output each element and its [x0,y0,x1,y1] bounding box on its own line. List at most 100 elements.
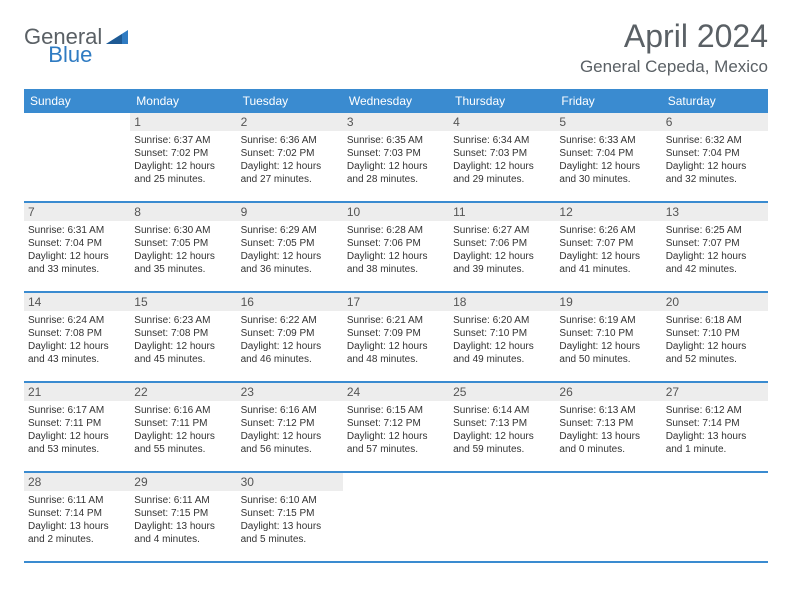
day-number: 22 [130,383,236,401]
daylight-text: Daylight: 12 hours and 38 minutes. [347,250,445,276]
sunrise-text: Sunrise: 6:19 AM [559,314,657,327]
daylight-text: Daylight: 12 hours and 36 minutes. [241,250,339,276]
logo-triangle-icon [106,26,130,49]
day-cell: 24Sunrise: 6:15 AMSunset: 7:12 PMDayligh… [343,383,449,471]
day-body: Sunrise: 6:32 AMSunset: 7:04 PMDaylight:… [662,131,768,192]
day-number: 25 [449,383,555,401]
day-body: Sunrise: 6:11 AMSunset: 7:15 PMDaylight:… [130,491,236,552]
day-body: Sunrise: 6:24 AMSunset: 7:08 PMDaylight:… [24,311,130,372]
daylight-text: Daylight: 12 hours and 49 minutes. [453,340,551,366]
day-number: 28 [24,473,130,491]
day-cell: 26Sunrise: 6:13 AMSunset: 7:13 PMDayligh… [555,383,661,471]
header: General Blue April 2024 General Cepeda, … [24,18,768,77]
sunrise-text: Sunrise: 6:33 AM [559,134,657,147]
title-block: April 2024 General Cepeda, Mexico [580,18,768,77]
sunrise-text: Sunrise: 6:21 AM [347,314,445,327]
day-cell: 7Sunrise: 6:31 AMSunset: 7:04 PMDaylight… [24,203,130,291]
sunset-text: Sunset: 7:12 PM [241,417,339,430]
sunset-text: Sunset: 7:13 PM [453,417,551,430]
day-number: 9 [237,203,343,221]
day-cell [343,473,449,561]
day-number: 11 [449,203,555,221]
day-cell: 12Sunrise: 6:26 AMSunset: 7:07 PMDayligh… [555,203,661,291]
sunset-text: Sunset: 7:08 PM [134,327,232,340]
logo: General Blue [24,24,178,50]
day-cell: 25Sunrise: 6:14 AMSunset: 7:13 PMDayligh… [449,383,555,471]
day-body: Sunrise: 6:20 AMSunset: 7:10 PMDaylight:… [449,311,555,372]
daylight-text: Daylight: 12 hours and 28 minutes. [347,160,445,186]
sunrise-text: Sunrise: 6:22 AM [241,314,339,327]
day-cell [449,473,555,561]
day-body: Sunrise: 6:10 AMSunset: 7:15 PMDaylight:… [237,491,343,552]
sunset-text: Sunset: 7:11 PM [28,417,126,430]
day-body: Sunrise: 6:25 AMSunset: 7:07 PMDaylight:… [662,221,768,282]
week-row: 7Sunrise: 6:31 AMSunset: 7:04 PMDaylight… [24,203,768,293]
sunrise-text: Sunrise: 6:11 AM [134,494,232,507]
day-body: Sunrise: 6:19 AMSunset: 7:10 PMDaylight:… [555,311,661,372]
week-row: 21Sunrise: 6:17 AMSunset: 7:11 PMDayligh… [24,383,768,473]
day-cell: 23Sunrise: 6:16 AMSunset: 7:12 PMDayligh… [237,383,343,471]
day-cell [555,473,661,561]
sunset-text: Sunset: 7:10 PM [559,327,657,340]
sunrise-text: Sunrise: 6:16 AM [134,404,232,417]
day-number: 23 [237,383,343,401]
day-cell: 5Sunrise: 6:33 AMSunset: 7:04 PMDaylight… [555,113,661,201]
daylight-text: Daylight: 13 hours and 4 minutes. [134,520,232,546]
sunset-text: Sunset: 7:09 PM [241,327,339,340]
day-body: Sunrise: 6:29 AMSunset: 7:05 PMDaylight:… [237,221,343,282]
sunrise-text: Sunrise: 6:15 AM [347,404,445,417]
sunrise-text: Sunrise: 6:29 AM [241,224,339,237]
day-number: 26 [555,383,661,401]
dow-cell: Tuesday [237,89,343,113]
week-row: 1Sunrise: 6:37 AMSunset: 7:02 PMDaylight… [24,113,768,203]
sunset-text: Sunset: 7:03 PM [347,147,445,160]
day-body: Sunrise: 6:23 AMSunset: 7:08 PMDaylight:… [130,311,236,372]
day-body: Sunrise: 6:33 AMSunset: 7:04 PMDaylight:… [555,131,661,192]
day-number: 2 [237,113,343,131]
day-number: 18 [449,293,555,311]
day-body: Sunrise: 6:22 AMSunset: 7:09 PMDaylight:… [237,311,343,372]
day-body: Sunrise: 6:12 AMSunset: 7:14 PMDaylight:… [662,401,768,462]
day-number: 8 [130,203,236,221]
sunrise-text: Sunrise: 6:34 AM [453,134,551,147]
day-number: 16 [237,293,343,311]
day-cell: 17Sunrise: 6:21 AMSunset: 7:09 PMDayligh… [343,293,449,381]
day-body: Sunrise: 6:26 AMSunset: 7:07 PMDaylight:… [555,221,661,282]
day-number: 4 [449,113,555,131]
day-cell: 29Sunrise: 6:11 AMSunset: 7:15 PMDayligh… [130,473,236,561]
daylight-text: Daylight: 12 hours and 45 minutes. [134,340,232,366]
daylight-text: Daylight: 12 hours and 25 minutes. [134,160,232,186]
day-number: 7 [24,203,130,221]
sunset-text: Sunset: 7:14 PM [28,507,126,520]
sunrise-text: Sunrise: 6:20 AM [453,314,551,327]
sunrise-text: Sunrise: 6:10 AM [241,494,339,507]
dow-cell: Friday [555,89,661,113]
daylight-text: Daylight: 12 hours and 35 minutes. [134,250,232,276]
day-cell: 22Sunrise: 6:16 AMSunset: 7:11 PMDayligh… [130,383,236,471]
dow-cell: Wednesday [343,89,449,113]
day-body: Sunrise: 6:28 AMSunset: 7:06 PMDaylight:… [343,221,449,282]
day-number: 14 [24,293,130,311]
day-number: 10 [343,203,449,221]
sunset-text: Sunset: 7:03 PM [453,147,551,160]
day-number [449,473,555,477]
day-body: Sunrise: 6:16 AMSunset: 7:11 PMDaylight:… [130,401,236,462]
day-cell: 21Sunrise: 6:17 AMSunset: 7:11 PMDayligh… [24,383,130,471]
day-body: Sunrise: 6:34 AMSunset: 7:03 PMDaylight:… [449,131,555,192]
day-body: Sunrise: 6:16 AMSunset: 7:12 PMDaylight:… [237,401,343,462]
day-number: 1 [130,113,236,131]
day-number: 21 [24,383,130,401]
sunset-text: Sunset: 7:10 PM [666,327,764,340]
daylight-text: Daylight: 12 hours and 48 minutes. [347,340,445,366]
day-number: 6 [662,113,768,131]
sunset-text: Sunset: 7:12 PM [347,417,445,430]
day-cell [662,473,768,561]
day-number: 30 [237,473,343,491]
sunrise-text: Sunrise: 6:11 AM [28,494,126,507]
daylight-text: Daylight: 13 hours and 5 minutes. [241,520,339,546]
day-cell: 28Sunrise: 6:11 AMSunset: 7:14 PMDayligh… [24,473,130,561]
sunrise-text: Sunrise: 6:35 AM [347,134,445,147]
location: General Cepeda, Mexico [580,57,768,77]
day-cell: 10Sunrise: 6:28 AMSunset: 7:06 PMDayligh… [343,203,449,291]
day-number: 17 [343,293,449,311]
